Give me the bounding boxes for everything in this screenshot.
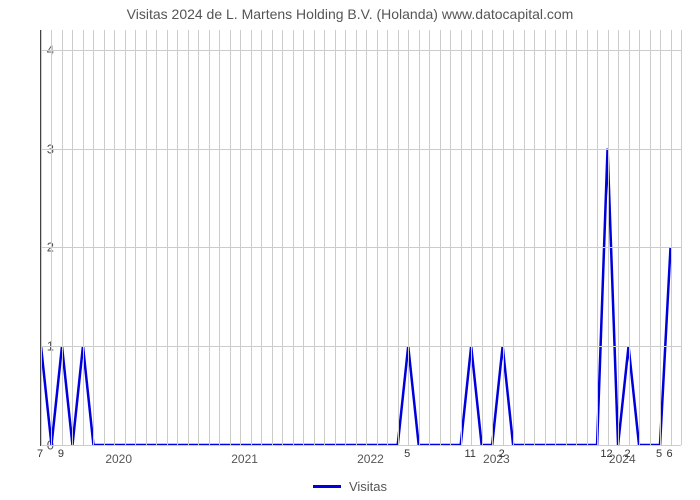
x-point-label: 6 bbox=[666, 448, 672, 460]
grid-line-v bbox=[398, 30, 399, 445]
x-point-label: 7 bbox=[37, 448, 43, 460]
grid-line-v bbox=[272, 30, 273, 445]
grid-line-v bbox=[660, 30, 661, 445]
grid-line-v bbox=[41, 30, 42, 445]
grid-line-h bbox=[41, 346, 681, 347]
x-year-label: 2022 bbox=[357, 452, 384, 466]
grid-line-v bbox=[461, 30, 462, 445]
grid-line-v bbox=[440, 30, 441, 445]
grid-line-v bbox=[335, 30, 336, 445]
legend: Visitas bbox=[0, 479, 700, 494]
grid-line-v bbox=[293, 30, 294, 445]
grid-line-v bbox=[219, 30, 220, 445]
x-point-label: 2 bbox=[624, 448, 630, 460]
grid-line-v bbox=[303, 30, 304, 445]
x-year-label: 2023 bbox=[483, 452, 510, 466]
grid-line-v bbox=[240, 30, 241, 445]
grid-line-v bbox=[324, 30, 325, 445]
grid-line-v bbox=[387, 30, 388, 445]
grid-line-v bbox=[545, 30, 546, 445]
grid-line-v bbox=[188, 30, 189, 445]
grid-line-v bbox=[566, 30, 567, 445]
grid-line-v bbox=[135, 30, 136, 445]
grid-line-v bbox=[104, 30, 105, 445]
x-point-label: 5 bbox=[404, 448, 410, 460]
grid-line-v bbox=[450, 30, 451, 445]
grid-line-v bbox=[62, 30, 63, 445]
grid-line-v bbox=[471, 30, 472, 445]
grid-line-v bbox=[629, 30, 630, 445]
grid-line-v bbox=[534, 30, 535, 445]
grid-line-v bbox=[156, 30, 157, 445]
grid-line-v bbox=[114, 30, 115, 445]
grid-line-v bbox=[671, 30, 672, 445]
grid-line-v bbox=[282, 30, 283, 445]
grid-line-v bbox=[251, 30, 252, 445]
grid-line-v bbox=[513, 30, 514, 445]
x-point-label: 5 bbox=[656, 448, 662, 460]
grid-line-v bbox=[650, 30, 651, 445]
grid-line-v bbox=[209, 30, 210, 445]
grid-line-v bbox=[72, 30, 73, 445]
grid-line-v bbox=[576, 30, 577, 445]
grid-line-v bbox=[167, 30, 168, 445]
grid-line-v bbox=[639, 30, 640, 445]
grid-line-v bbox=[314, 30, 315, 445]
x-point-label: 12 bbox=[600, 448, 612, 460]
grid-line-v bbox=[408, 30, 409, 445]
grid-line-h bbox=[41, 445, 681, 446]
grid-line-v bbox=[419, 30, 420, 445]
grid-line-v bbox=[146, 30, 147, 445]
x-year-label: 2020 bbox=[105, 452, 132, 466]
line-series bbox=[41, 30, 681, 445]
grid-line-v bbox=[177, 30, 178, 445]
grid-line-v bbox=[608, 30, 609, 445]
grid-line-v bbox=[230, 30, 231, 445]
grid-line-v bbox=[524, 30, 525, 445]
grid-line-v bbox=[681, 30, 682, 445]
legend-swatch bbox=[313, 485, 341, 488]
grid-line-h bbox=[41, 50, 681, 51]
grid-line-v bbox=[597, 30, 598, 445]
grid-line-v bbox=[83, 30, 84, 445]
grid-line-v bbox=[482, 30, 483, 445]
grid-line-v bbox=[429, 30, 430, 445]
grid-line-v bbox=[261, 30, 262, 445]
x-point-label: 2 bbox=[499, 448, 505, 460]
x-point-label: 9 bbox=[58, 448, 64, 460]
grid-line-v bbox=[198, 30, 199, 445]
grid-line-v bbox=[51, 30, 52, 445]
grid-line-v bbox=[587, 30, 588, 445]
grid-line-v bbox=[503, 30, 504, 445]
x-year-label: 2021 bbox=[231, 452, 258, 466]
grid-line-v bbox=[366, 30, 367, 445]
grid-line-v bbox=[356, 30, 357, 445]
x-year-label: 2024 bbox=[609, 452, 636, 466]
chart-title: Visitas 2024 de L. Martens Holding B.V. … bbox=[0, 6, 700, 22]
grid-line-v bbox=[618, 30, 619, 445]
grid-line-v bbox=[377, 30, 378, 445]
plot-area bbox=[40, 30, 681, 446]
visits-line-chart: Visitas 2024 de L. Martens Holding B.V. … bbox=[0, 0, 700, 500]
grid-line-v bbox=[555, 30, 556, 445]
legend-label: Visitas bbox=[349, 479, 387, 494]
grid-line-v bbox=[345, 30, 346, 445]
grid-line-v bbox=[492, 30, 493, 445]
x-point-label: 11 bbox=[464, 448, 475, 460]
grid-line-h bbox=[41, 247, 681, 248]
grid-line-h bbox=[41, 149, 681, 150]
grid-line-v bbox=[93, 30, 94, 445]
grid-line-v bbox=[125, 30, 126, 445]
